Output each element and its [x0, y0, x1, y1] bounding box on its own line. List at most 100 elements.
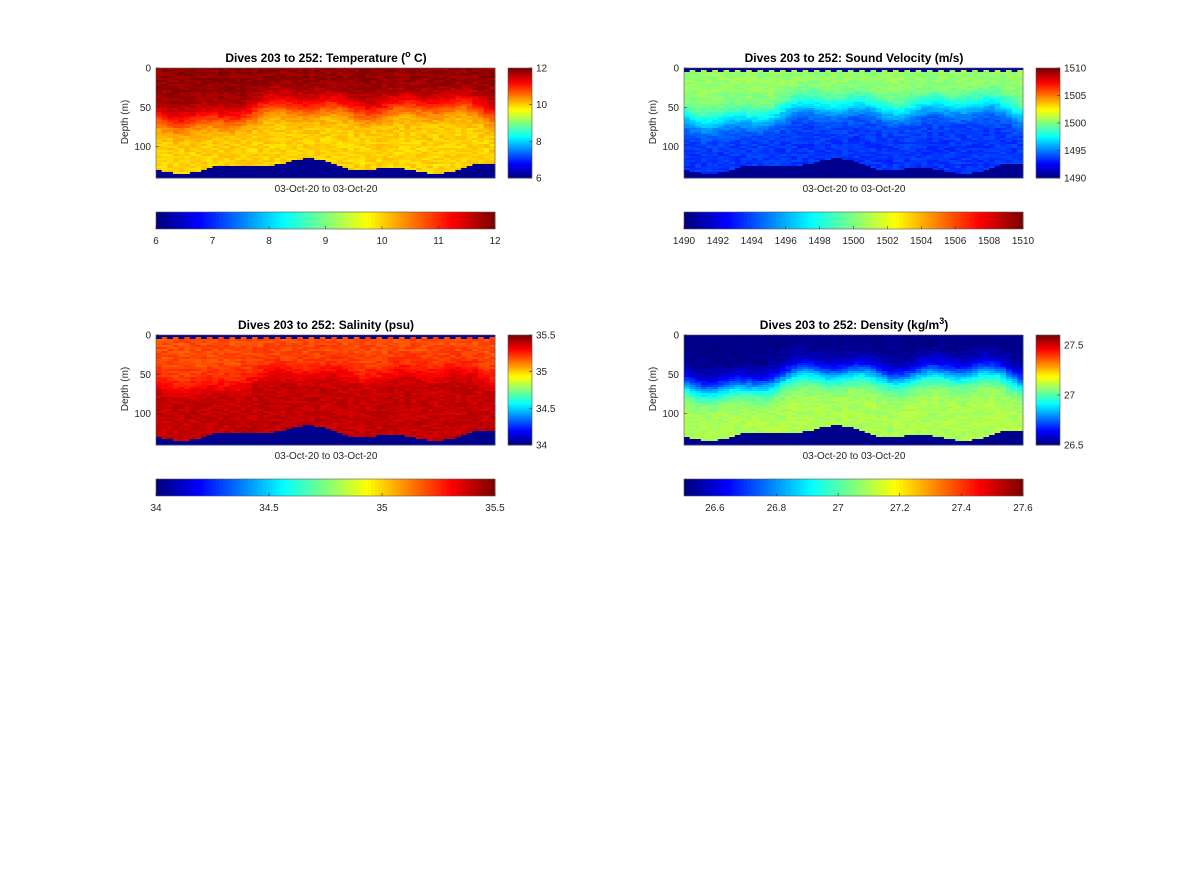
heatmap-cell	[342, 142, 349, 145]
colorbar-segment	[269, 212, 273, 229]
heatmap-cell	[201, 142, 208, 145]
heatmap-cell	[257, 130, 264, 133]
heatmap-cell	[263, 88, 270, 91]
heatmap-cell	[729, 152, 736, 155]
heatmap-cell	[830, 138, 837, 141]
heatmap-cell	[218, 140, 225, 143]
heatmap-cell	[478, 172, 485, 175]
heatmap-cell	[478, 122, 485, 125]
heatmap-cell	[729, 82, 736, 85]
heatmap-cell	[695, 154, 702, 157]
heatmap-cell	[461, 90, 468, 93]
heatmap-cell	[178, 116, 185, 119]
heatmap-cell	[706, 100, 713, 103]
heatmap-cell	[734, 122, 741, 125]
heatmap-cell	[342, 70, 349, 73]
heatmap-cell	[212, 174, 219, 177]
heatmap-cell	[689, 110, 696, 113]
heatmap-cell	[229, 104, 236, 107]
heatmap-cell	[421, 136, 428, 139]
heatmap-cell	[734, 76, 741, 79]
heatmap-cell	[240, 104, 247, 107]
heatmap-cell	[712, 108, 719, 111]
heatmap-cell	[257, 120, 264, 123]
heatmap-cell	[348, 152, 355, 155]
heatmap-cell	[768, 158, 775, 161]
heatmap-cell	[291, 166, 298, 169]
heatmap-cell	[172, 72, 179, 75]
heatmap-cell	[802, 88, 809, 91]
heatmap-cell	[410, 160, 417, 163]
heatmap-cell	[218, 68, 225, 71]
heatmap-cell	[421, 124, 428, 127]
heatmap-cell	[195, 94, 202, 97]
heatmap-cell	[489, 160, 496, 163]
colorbar-segment	[459, 212, 464, 229]
heatmap-cell	[285, 112, 292, 115]
heatmap-cell	[466, 100, 473, 103]
heatmap-cell	[302, 162, 309, 165]
heatmap-cell	[387, 74, 394, 77]
heatmap-cell	[729, 166, 736, 169]
heatmap-cell	[365, 90, 372, 93]
heatmap-cell	[404, 110, 411, 113]
heatmap-cell	[791, 140, 798, 143]
heatmap-cell	[717, 142, 724, 145]
heatmap-cell	[206, 156, 213, 159]
heatmap-cell	[808, 152, 815, 155]
heatmap-cell	[314, 120, 321, 123]
heatmap-cell	[348, 174, 355, 177]
heatmap-cell	[167, 110, 174, 113]
heatmap-cell	[184, 68, 191, 71]
heatmap-cell	[740, 168, 747, 171]
heatmap-cell	[410, 164, 417, 167]
heatmap-cell	[780, 118, 787, 121]
heatmap-cell	[359, 164, 366, 167]
heatmap-cell	[723, 148, 730, 151]
heatmap-cell	[797, 160, 804, 163]
heatmap-cell	[432, 130, 439, 133]
heatmap-cell	[438, 156, 445, 159]
heatmap-cell	[314, 88, 321, 91]
heatmap-cell	[348, 96, 355, 99]
heatmap-cell	[478, 154, 485, 157]
heatmap-cell	[172, 88, 179, 91]
heatmap-cell	[717, 134, 724, 137]
heatmap-cell	[712, 136, 719, 139]
heatmap-cell	[161, 124, 168, 127]
heatmap-cell	[331, 98, 338, 101]
heatmap-cell	[280, 82, 287, 85]
heatmap-cell	[734, 120, 741, 123]
heatmap-cell	[331, 72, 338, 75]
heatmap-cell	[700, 124, 707, 127]
heatmap-cell	[195, 160, 202, 163]
heatmap-cell	[348, 112, 355, 115]
heatmap-cell	[427, 118, 434, 121]
heatmap-cell	[269, 124, 276, 127]
heatmap-cell	[274, 124, 281, 127]
heatmap-cell	[302, 148, 309, 151]
heatmap-cell	[393, 82, 400, 85]
heatmap-cell	[285, 162, 292, 165]
heatmap-cell	[478, 72, 485, 75]
heatmap-cell	[825, 150, 832, 153]
heatmap-cell	[382, 114, 389, 117]
heatmap-cell	[235, 94, 242, 97]
heatmap-cell	[723, 74, 730, 77]
heatmap-cell	[706, 112, 713, 115]
heatmap-cell	[308, 72, 315, 75]
heatmap-cell	[235, 102, 242, 105]
heatmap-cell	[797, 130, 804, 133]
heatmap-cell	[201, 120, 208, 123]
heatmap-cell	[325, 120, 332, 123]
heatmap-cell	[483, 166, 490, 169]
heatmap-cell	[751, 90, 758, 93]
heatmap-cell	[201, 114, 208, 117]
heatmap-cell	[785, 76, 792, 79]
heatmap-cell	[763, 146, 770, 149]
heatmap-cell	[201, 164, 208, 167]
heatmap-cell	[206, 136, 213, 139]
heatmap-cell	[348, 110, 355, 113]
heatmap-cell	[235, 126, 242, 129]
heatmap-cell	[466, 96, 473, 99]
